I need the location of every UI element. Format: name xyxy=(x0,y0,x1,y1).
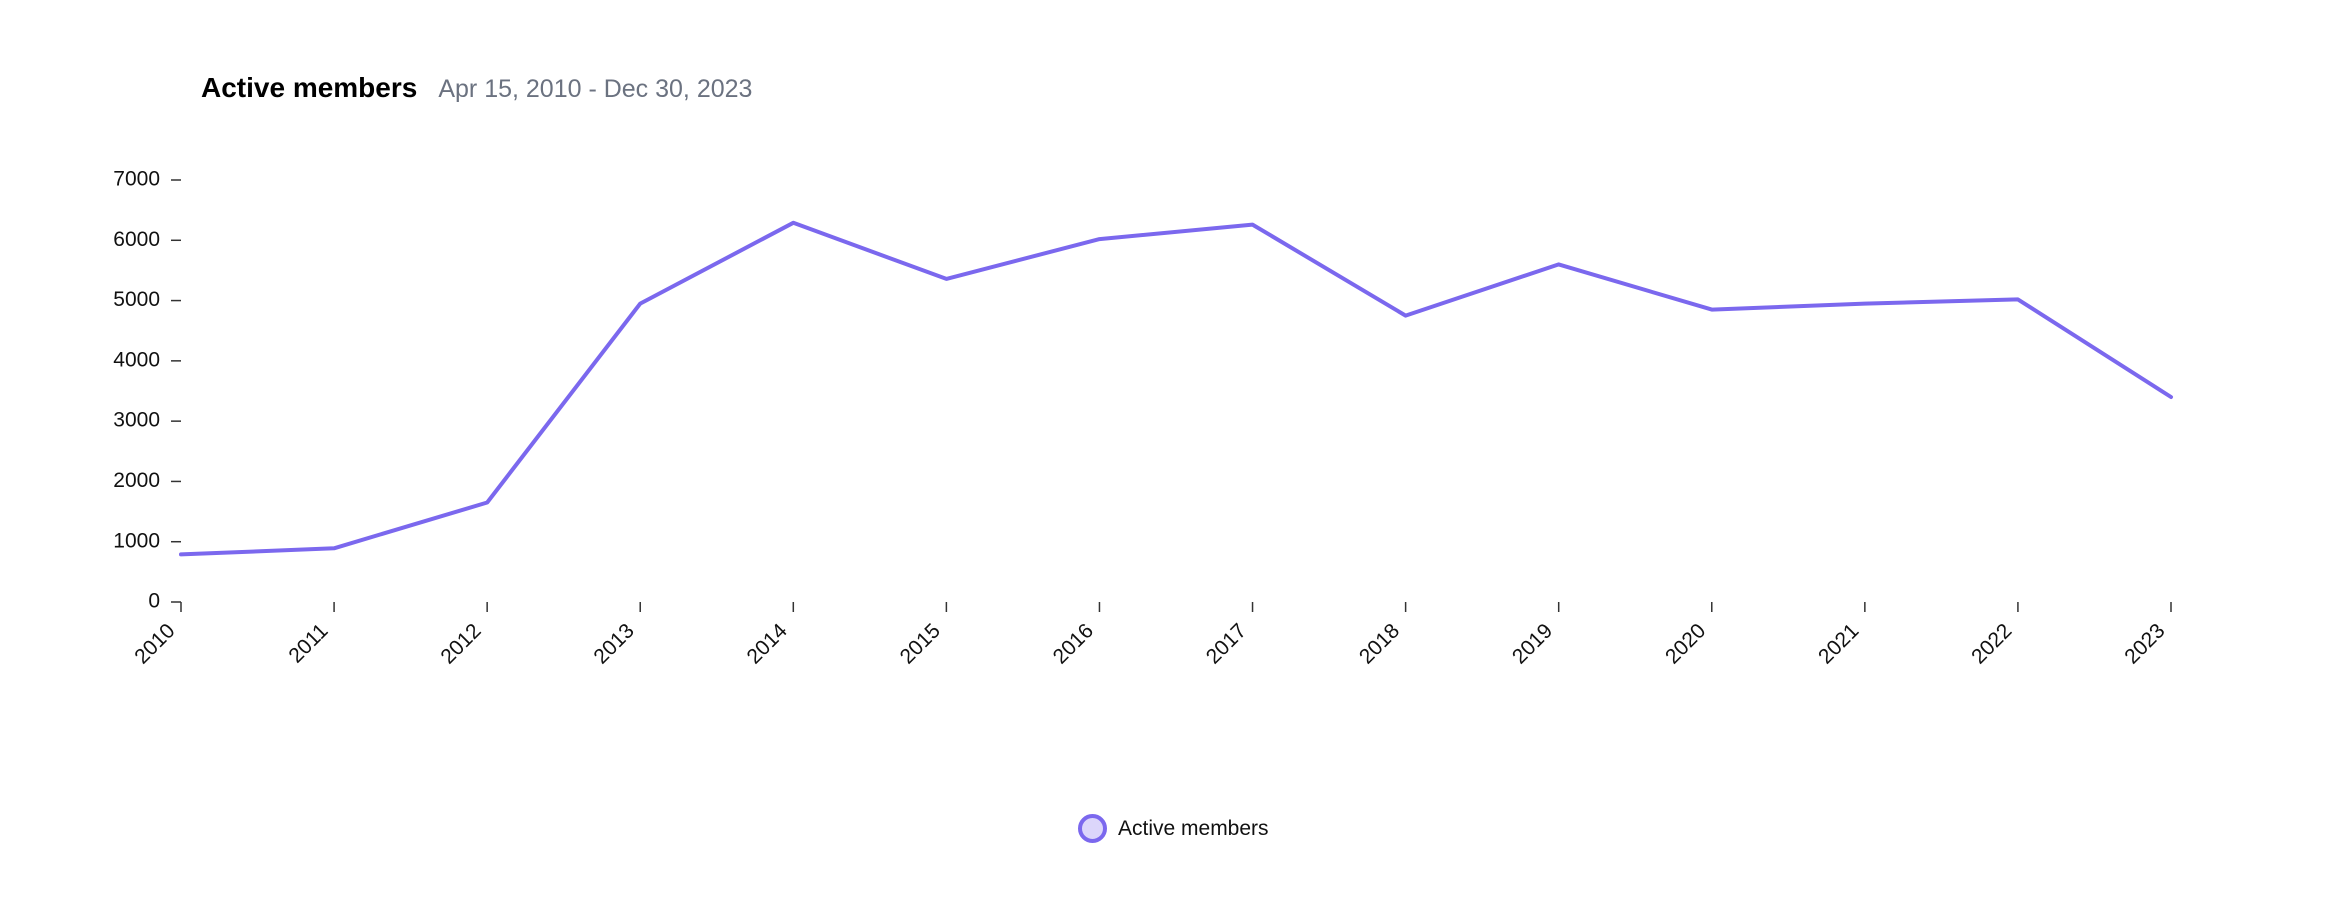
x-tick-label: 2021 xyxy=(1814,619,1863,668)
y-tick-label: 0 xyxy=(148,590,160,613)
x-tick-label: 2019 xyxy=(1508,619,1557,668)
x-axis: 2010 2011 2012 2013 2014 2015 2016 2017 2018 2019… xyxy=(130,602,2172,669)
x-tick-label: 2017 xyxy=(1202,619,1251,668)
x-tick-label: 2023 xyxy=(2120,619,2169,668)
y-tick-label: 1000 xyxy=(113,529,160,552)
legend-swatch xyxy=(1078,814,1107,843)
y-tick-label: 4000 xyxy=(113,348,160,371)
x-tick-label: 2010 xyxy=(130,619,179,668)
chart-title: Active members xyxy=(201,72,418,103)
x-tick-label: 2018 xyxy=(1355,619,1404,668)
y-tick-label: 5000 xyxy=(113,288,160,311)
series-line xyxy=(179,220,2173,557)
y-tick-label: 3000 xyxy=(113,409,160,432)
y-tick-label: 7000 xyxy=(113,168,160,191)
y-axis: 0 1000 2000 3000 4000 5000 6000 7000 xyxy=(113,168,181,613)
series-layer xyxy=(179,220,2173,557)
x-tick-label: 2012 xyxy=(436,619,485,668)
chart-date-range: Apr 15, 2010 - Dec 30, 2023 xyxy=(438,75,753,103)
legend-label: Active members xyxy=(1118,816,1269,840)
x-tick-label: 2011 xyxy=(284,619,332,667)
x-tick-label: 2016 xyxy=(1049,619,1098,668)
y-tick-label: 2000 xyxy=(113,469,160,492)
x-tick-label: 2015 xyxy=(896,619,945,668)
legend-item-active-members[interactable]: Active members xyxy=(1078,814,1269,843)
y-tick-label: 6000 xyxy=(113,228,160,251)
x-tick-label: 2022 xyxy=(1967,619,2016,668)
x-tick-label: 2020 xyxy=(1661,619,1710,668)
chart-header: Active members Apr 15, 2010 - Dec 30, 20… xyxy=(201,72,752,104)
x-tick-label: 2013 xyxy=(589,619,638,668)
x-tick-label: 2014 xyxy=(743,619,793,669)
